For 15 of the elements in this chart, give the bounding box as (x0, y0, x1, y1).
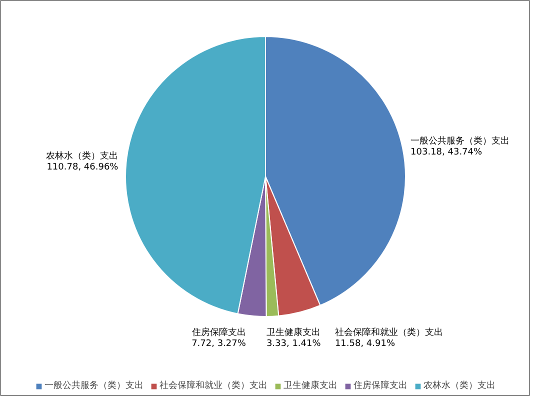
data-label: 103.18, 43.74% (410, 147, 483, 158)
slice-label: 社会保障和就业（类）支出 (334, 327, 443, 338)
slice-label: 农林水（类）支出 (46, 150, 118, 162)
legend-label: 卫生健康支出 (284, 380, 338, 392)
data-label: 11.58, 4.91% (334, 339, 396, 349)
legend-label: 农林水（类）支出 (424, 380, 496, 392)
slice-label: 一般公共服务（类）支出 (410, 135, 510, 146)
slice-label: 卫生健康支出 (266, 327, 320, 338)
legend-label: 社会保障和就业（类）支出 (160, 380, 268, 392)
legend-label: 住房保障支出 (354, 380, 408, 392)
data-label: 7.72, 3.27% (192, 339, 246, 349)
slice-label: 住房保障支出 (192, 327, 246, 338)
data-label: 110.78, 46.96% (46, 162, 119, 172)
data-label: 3.33, 1.41% (266, 339, 322, 349)
legend-label: 一般公共服务（类）支出 (44, 380, 144, 392)
